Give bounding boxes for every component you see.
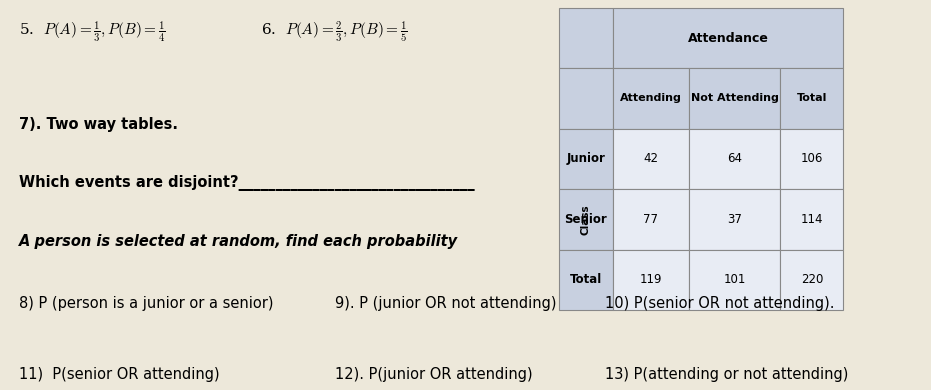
Text: 42: 42 (643, 152, 658, 165)
FancyBboxPatch shape (559, 8, 613, 68)
Text: 13) P(attending or not attending): 13) P(attending or not attending) (605, 367, 848, 381)
Text: Not Attending: Not Attending (691, 94, 778, 103)
FancyBboxPatch shape (780, 68, 843, 129)
FancyBboxPatch shape (780, 250, 843, 310)
Text: Attendance: Attendance (688, 32, 768, 44)
Text: 220: 220 (801, 273, 823, 286)
FancyBboxPatch shape (613, 129, 689, 189)
Text: Total: Total (797, 94, 827, 103)
Text: 119: 119 (640, 273, 662, 286)
Text: Attending: Attending (620, 94, 681, 103)
FancyBboxPatch shape (689, 250, 780, 310)
FancyBboxPatch shape (559, 189, 613, 250)
Text: Total: Total (570, 273, 601, 286)
Text: 6.  $P(A) = \frac{2}{3}, P(B) = \frac{1}{5}$: 6. $P(A) = \frac{2}{3}, P(B) = \frac{1}{… (261, 20, 407, 44)
FancyBboxPatch shape (613, 8, 843, 68)
Text: 9). P (junior OR not attending): 9). P (junior OR not attending) (335, 296, 557, 311)
FancyBboxPatch shape (559, 250, 613, 310)
FancyBboxPatch shape (689, 129, 780, 189)
Text: 5.  $P(A) = \frac{1}{3}, P(B) = \frac{1}{4}$: 5. $P(A) = \frac{1}{3}, P(B) = \frac{1}{… (19, 20, 165, 44)
FancyBboxPatch shape (559, 68, 613, 129)
Text: Class: Class (581, 204, 590, 235)
Text: 106: 106 (801, 152, 823, 165)
Text: 7). Two way tables.: 7). Two way tables. (19, 117, 178, 132)
Text: 11)  P(senior OR attending): 11) P(senior OR attending) (19, 367, 219, 381)
Text: 12). P(junior OR attending): 12). P(junior OR attending) (335, 367, 533, 381)
FancyBboxPatch shape (559, 129, 613, 189)
Text: 10) P(senior OR not attending).: 10) P(senior OR not attending). (605, 296, 835, 311)
Text: A person is selected at random, find each probability: A person is selected at random, find eac… (19, 234, 458, 249)
FancyBboxPatch shape (780, 189, 843, 250)
Text: Which events are disjoint?________________________________: Which events are disjoint?______________… (19, 176, 474, 191)
FancyBboxPatch shape (689, 68, 780, 129)
Text: 101: 101 (723, 273, 746, 286)
Text: 77: 77 (643, 213, 658, 226)
FancyBboxPatch shape (780, 129, 843, 189)
FancyBboxPatch shape (613, 68, 689, 129)
Text: 64: 64 (727, 152, 742, 165)
FancyBboxPatch shape (689, 189, 780, 250)
Text: 37: 37 (727, 213, 742, 226)
Text: Senior: Senior (564, 213, 607, 226)
FancyBboxPatch shape (613, 189, 689, 250)
Text: 114: 114 (801, 213, 823, 226)
FancyBboxPatch shape (613, 250, 689, 310)
Text: Junior: Junior (566, 152, 605, 165)
Text: 8) P (person is a junior or a senior): 8) P (person is a junior or a senior) (19, 296, 273, 311)
